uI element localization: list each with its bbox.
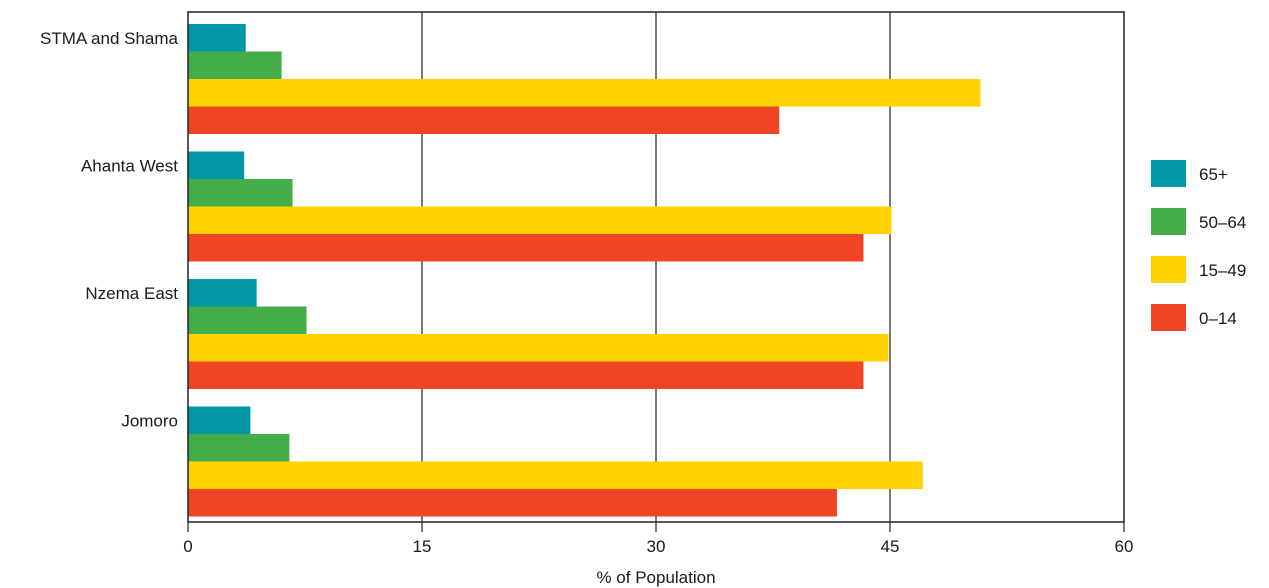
bar [188,79,981,107]
legend-swatch [1151,208,1186,235]
legend-swatch [1151,160,1186,187]
category-label: Nzema East [85,284,178,303]
bar [188,24,246,52]
bar [188,406,251,434]
category-label: Ahanta West [81,157,178,176]
bar [188,279,257,307]
legend-label: 15–49 [1199,261,1246,280]
category-label: STMA and Shama [40,29,179,48]
bar [188,306,307,334]
bar [188,361,864,389]
bar [188,106,780,134]
x-tick-label: 15 [413,537,432,556]
legend-label: 50–64 [1199,213,1246,232]
category-label: Jomoro [121,412,178,431]
bar [188,51,282,79]
legend-swatch [1151,256,1186,283]
bar [188,461,923,489]
x-ticks: 0 15 30 45 60 [183,522,1133,556]
x-tick-label: 45 [881,537,900,556]
bar [188,234,864,262]
bar [188,334,889,362]
legend-label: 0–14 [1199,309,1237,328]
bar [188,206,892,234]
legend: 65+ 50–64 15–49 0–14 [1151,160,1246,331]
bar [188,151,245,179]
category-labels: STMA and Shama Ahanta West Nzema East Jomor… [40,29,179,431]
legend-label: 65+ [1199,165,1228,184]
bar [188,434,290,462]
legend-swatch [1151,304,1186,331]
bar [188,489,837,517]
x-axis-title: % of Population [596,568,715,587]
bar [188,179,293,207]
bars [188,24,981,517]
x-tick-label: 0 [183,537,192,556]
x-tick-label: 60 [1115,537,1134,556]
x-tick-label: 30 [647,537,666,556]
